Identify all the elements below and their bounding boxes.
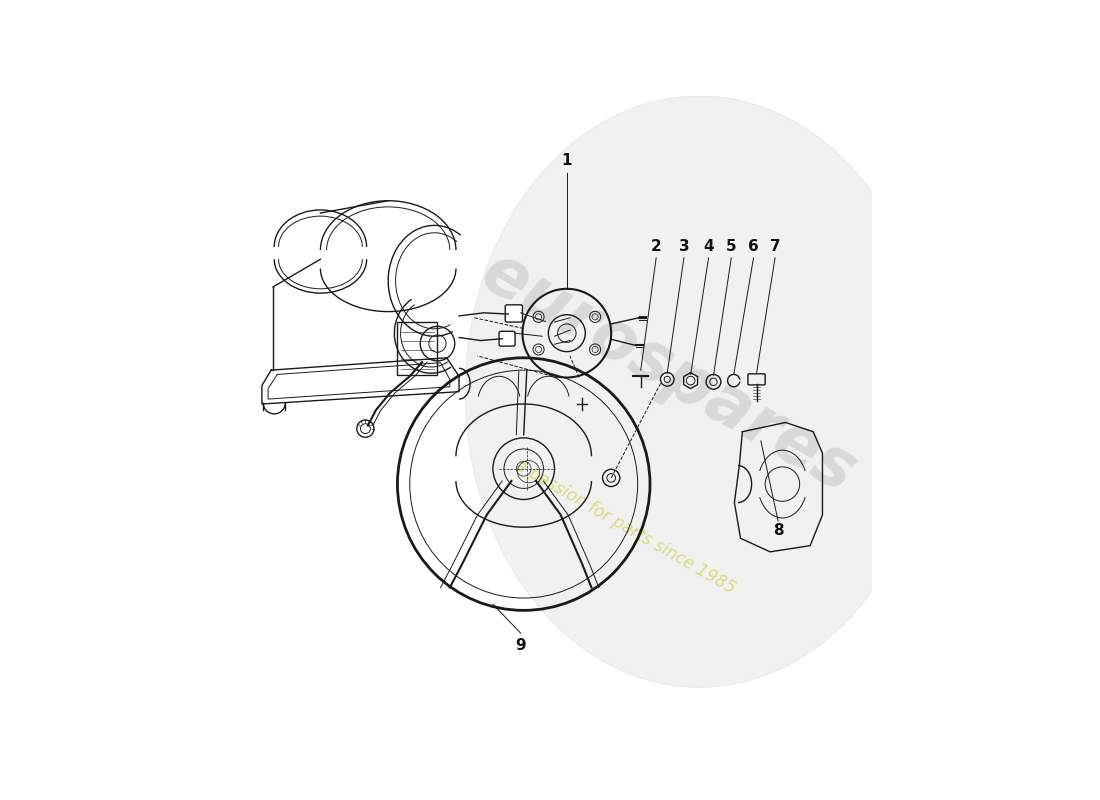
FancyBboxPatch shape — [505, 305, 522, 322]
Text: 2: 2 — [651, 239, 661, 254]
Text: 9: 9 — [515, 638, 526, 653]
Text: 7: 7 — [770, 239, 780, 254]
Text: 4: 4 — [703, 239, 714, 254]
FancyBboxPatch shape — [499, 331, 515, 346]
Text: 8: 8 — [773, 522, 783, 538]
Text: a passion for parts since 1985: a passion for parts since 1985 — [513, 457, 738, 598]
Text: 3: 3 — [679, 239, 690, 254]
Text: 5: 5 — [726, 239, 737, 254]
Text: 6: 6 — [748, 239, 759, 254]
Ellipse shape — [465, 96, 933, 687]
Bar — [397, 322, 438, 374]
Text: 1: 1 — [562, 153, 572, 168]
Text: eurospares: eurospares — [470, 239, 868, 507]
